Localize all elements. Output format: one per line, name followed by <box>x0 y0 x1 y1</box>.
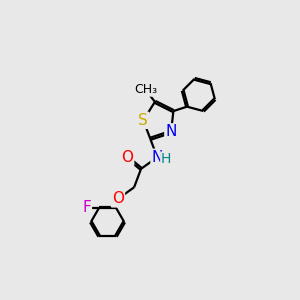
Text: O: O <box>112 191 124 206</box>
Text: CH₃: CH₃ <box>134 83 157 96</box>
Text: H: H <box>161 152 171 166</box>
Text: F: F <box>82 200 91 215</box>
Text: N: N <box>152 150 163 165</box>
Text: N: N <box>165 124 177 140</box>
Text: O: O <box>121 150 133 165</box>
Text: S: S <box>139 113 148 128</box>
